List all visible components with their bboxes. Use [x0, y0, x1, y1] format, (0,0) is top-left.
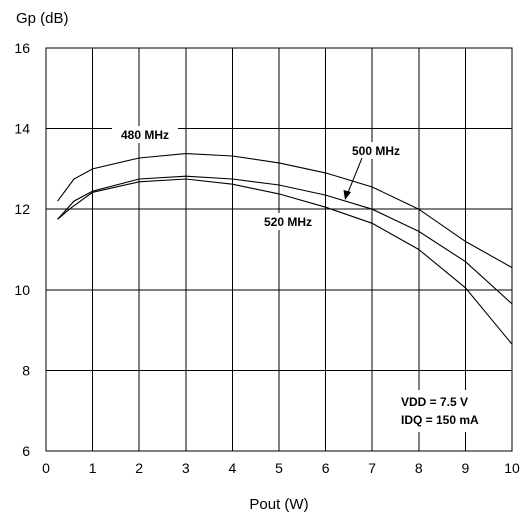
x-tick-label: 10	[504, 460, 520, 476]
y-tick-label: 8	[22, 362, 30, 378]
y-tick-label: 10	[14, 282, 30, 298]
series-line-480-mhz	[57, 153, 513, 269]
label-500-pointer	[346, 157, 363, 196]
label-520-bg	[252, 213, 322, 230]
plot-frame	[45, 47, 513, 452]
y-tick-label: 14	[14, 121, 30, 137]
y-tick-label: 6	[22, 443, 30, 459]
y-tick-labels: 6 8 10 12 14 16	[14, 40, 30, 459]
x-tick-label: 3	[182, 460, 190, 476]
x-tick-label: 0	[42, 460, 50, 476]
label-500-arrowhead	[343, 190, 351, 200]
y-tick-label: 16	[14, 40, 30, 56]
series-label-520mhz: 520 MHz	[264, 215, 312, 229]
conditions-idq: IDQ = 150 mA	[401, 413, 479, 427]
conditions-vdd: VDD = 7.5 V	[401, 395, 468, 409]
x-tick-label: 4	[229, 460, 237, 476]
x-tick-label: 1	[89, 460, 97, 476]
y-tick-label: 12	[14, 201, 30, 217]
x-tick-label: 7	[368, 460, 376, 476]
label-500-bg	[342, 142, 410, 159]
x-tick-label: 5	[275, 460, 283, 476]
series-label-500mhz: 500 MHz	[352, 144, 400, 158]
x-axis-title: Pout (W)	[249, 496, 308, 513]
y-axis-title: Gp (dB)	[16, 10, 69, 27]
x-tick-labels: 0 1 2 3 4 5 6 7 8 9 10	[42, 460, 520, 476]
x-tick-label: 2	[135, 460, 143, 476]
curves	[57, 153, 513, 345]
x-tick-label: 6	[322, 460, 330, 476]
label-480-bg	[112, 126, 178, 143]
conditions-bg	[396, 390, 506, 432]
series-line-500-mhz	[57, 175, 513, 305]
series-line-520-mhz	[57, 178, 513, 345]
x-tick-label: 8	[415, 460, 423, 476]
x-tick-label: 9	[462, 460, 470, 476]
series-label-480mhz: 480 MHz	[121, 128, 169, 142]
